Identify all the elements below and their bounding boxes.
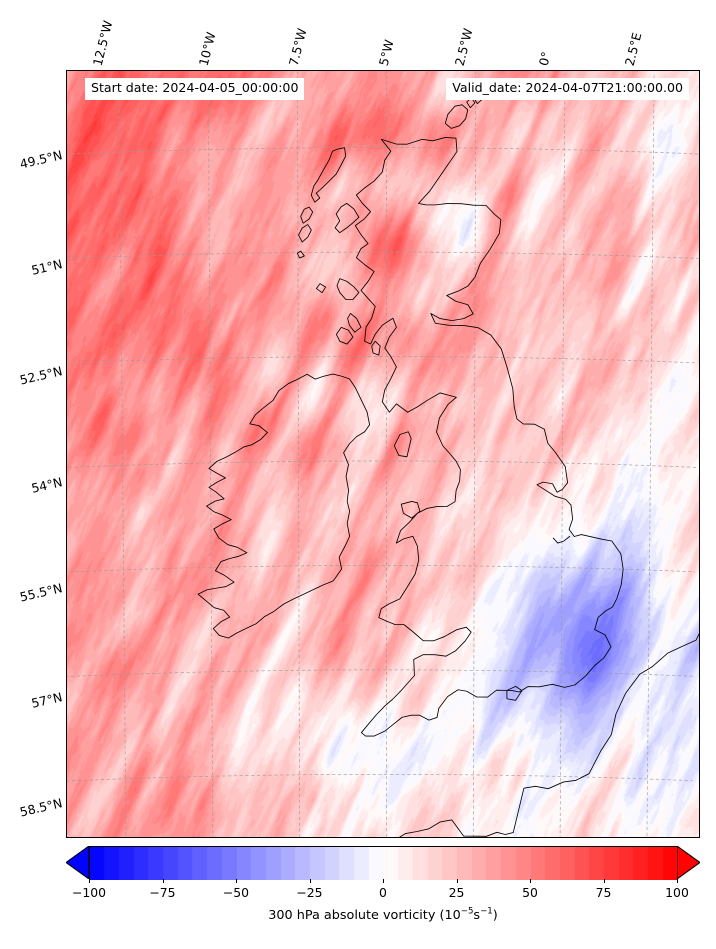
colorbar-tick	[309, 879, 311, 883]
coastline-path	[197, 373, 371, 639]
longitude-tick-label: 0°	[535, 50, 554, 68]
coastline-path	[347, 312, 362, 333]
gridline	[297, 71, 301, 837]
gridline	[207, 72, 214, 837]
colorbar[interactable]: −100 −75 −50 −25 0 25 50 75 100 300 hPa absolute…	[66, 846, 700, 923]
latitude-tick-label: 58.5°N	[18, 795, 64, 820]
colorbar-tick	[162, 879, 164, 883]
colorbar-tick-label: 25	[448, 885, 465, 900]
coastline-path	[316, 283, 327, 294]
latitude-tick-label: 51°N	[29, 256, 64, 278]
vorticity-field-heatmap	[67, 71, 699, 837]
latitude-tick-label: 52.5°N	[18, 363, 64, 388]
gridline	[67, 669, 694, 677]
gridline	[67, 147, 699, 155]
colorbar-over-arrow	[677, 846, 700, 879]
coastline-path	[334, 202, 360, 234]
coastline-path	[444, 104, 469, 129]
coastline-path	[335, 326, 354, 345]
colorbar-under-arrow	[66, 846, 89, 879]
colorbar-tick-label: 100	[665, 885, 689, 900]
gridline	[67, 565, 696, 573]
map-plot-area[interactable]: Start date: 2024-04-05_00:00:00 Valid_da…	[66, 70, 700, 838]
longitude-tick-label: 2.5°E	[621, 30, 645, 68]
coastline-path	[506, 685, 523, 701]
coastline-path	[354, 136, 624, 737]
gridline	[67, 356, 698, 364]
gridline	[472, 71, 477, 837]
gridline	[646, 75, 655, 837]
gridline	[118, 75, 127, 837]
gridline	[67, 460, 697, 468]
latitude-tick-label: 57°N	[29, 689, 64, 711]
coastline-path	[371, 340, 381, 356]
coastline-path	[336, 278, 360, 300]
colorbar-axis-label: 300 hPa absolute vorticity (10−5s−1)	[268, 906, 498, 923]
colorbar-tick-label: −75	[149, 885, 176, 900]
colorbar-gradient	[90, 847, 678, 880]
colorbar-tick-label: −100	[71, 885, 107, 900]
valid-date-annotation: Valid_date: 2024-04-07T21:00:00.00	[446, 78, 689, 100]
colorbar-tick-label: −25	[296, 885, 323, 900]
coastline-path	[552, 535, 571, 544]
coastline-path	[310, 147, 347, 203]
colorbar-gradient-body	[89, 846, 678, 880]
colorbar-tick-label: 50	[522, 885, 538, 900]
latitude-tick-label: 54°N	[29, 474, 64, 496]
coastline-path	[399, 633, 699, 837]
longitude-tick-label: 2.5°W	[451, 26, 476, 68]
start-date-annotation: Start date: 2024-04-05_00:00:00	[85, 78, 305, 100]
coastline-path	[296, 250, 305, 259]
colorbar-tick	[89, 879, 90, 883]
colorbar-tick	[530, 879, 531, 883]
coastline-path	[298, 224, 312, 243]
colorbar-tick-label: 75	[595, 885, 612, 900]
latitude-tick-label: 55.5°N	[18, 580, 64, 605]
colorbar-tick	[383, 879, 384, 883]
colorbar-tick	[456, 879, 458, 883]
gridline	[67, 251, 699, 259]
coastline-path	[466, 97, 476, 109]
gridline	[67, 773, 693, 782]
latitude-tick-label: 49.5°N	[18, 147, 64, 172]
longitude-tick-label: 7.5°W	[285, 26, 310, 68]
colorbar-tick-label: 0	[379, 885, 387, 900]
coastline-path	[400, 500, 421, 519]
gridline	[559, 73, 566, 837]
longitude-tick-label: 10°W	[195, 30, 219, 68]
longitude-tick-label: 12.5°W	[89, 19, 116, 68]
longitude-tick-label: 5°W	[375, 38, 397, 68]
colorbar-tick	[677, 879, 678, 883]
coastline-overlay	[197, 93, 699, 837]
graticule-gridlines	[67, 71, 699, 837]
coastline-path	[300, 206, 314, 224]
colorbar-tick-label: −50	[222, 885, 250, 900]
coastline-path	[393, 431, 412, 458]
colorbar-tick	[603, 879, 605, 883]
colorbar-tick	[236, 879, 237, 883]
